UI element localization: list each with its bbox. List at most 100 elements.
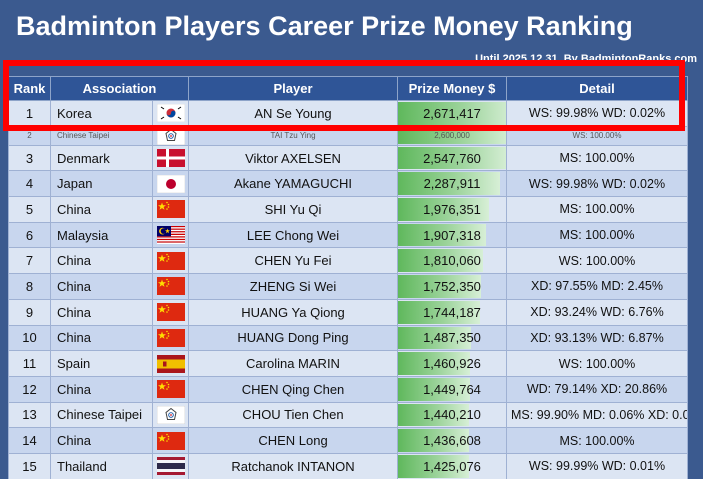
table-row: 12 China CHEN Qing Chen 1,449,764 WD: 79.14%… xyxy=(8,375,688,403)
china-flag-icon xyxy=(152,298,189,326)
detail-cell: WS: 99.98% WD: 0.02% xyxy=(506,170,688,198)
player-cell: AN Se Young xyxy=(188,100,398,127)
player-cell: Viktor AXELSEN xyxy=(188,144,398,172)
rank-cell: 1 xyxy=(8,100,51,127)
rank-cell: 5 xyxy=(8,196,51,223)
player-cell: Carolina MARIN xyxy=(188,350,398,377)
prize-cell: 1,440,210 xyxy=(397,401,507,429)
chart-subtitle: Until 2025.12.31, By BadmintonRanks.com xyxy=(475,53,697,65)
association-cell: Chinese Taipei xyxy=(50,125,153,146)
prize-value: 2,287,911 xyxy=(423,176,481,192)
header-rank: Rank xyxy=(8,76,51,101)
rank-cell: 15 xyxy=(8,452,51,479)
prize-value: 1,752,350 xyxy=(423,278,481,294)
prize-bar xyxy=(398,403,470,427)
association-cell: China xyxy=(50,196,153,223)
prize-bar xyxy=(398,102,506,125)
player-cell: HUANG Ya Qiong xyxy=(188,298,398,326)
detail-cell: MS: 100.00% xyxy=(506,221,688,249)
rank-cell: 13 xyxy=(8,401,51,429)
prize-value: 1,976,351 xyxy=(423,201,481,217)
prize-cell: 1,436,608 xyxy=(397,427,507,454)
detail-cell: XD: 93.13% WD: 6.87% xyxy=(506,324,688,352)
chinese-taipei-flag-icon xyxy=(152,401,189,429)
rank-cell: 11 xyxy=(8,350,51,377)
china-flag-icon xyxy=(152,375,189,403)
association-cell: China xyxy=(50,375,153,403)
player-cell: HUANG Dong Ping xyxy=(188,324,398,352)
prize-bar xyxy=(398,223,487,247)
prize-bar xyxy=(398,377,470,401)
header-prize-money: Prize Money $ xyxy=(397,76,507,101)
prize-value: 2,671,417 xyxy=(423,105,481,121)
association-cell: China xyxy=(50,247,153,275)
prize-cell: 1,460,926 xyxy=(397,350,507,377)
player-cell: TAI Tzu Ying xyxy=(188,125,398,146)
prize-value: 1,449,764 xyxy=(423,381,481,397)
detail-cell: WS: 99.98% WD: 0.02% xyxy=(506,100,688,127)
prize-cell: 1,744,187 xyxy=(397,298,507,326)
prize-value: 1,744,187 xyxy=(423,304,481,320)
rank-cell: 6 xyxy=(8,221,51,249)
japan-flag-icon xyxy=(152,170,189,198)
prize-cell: 2,600,000 xyxy=(397,125,507,146)
table-row: 4 Japan Akane YAMAGUCHI 2,287,911 WS: 99.98%… xyxy=(8,170,688,198)
rank-cell: 3 xyxy=(8,144,51,172)
prize-cell: 1,449,764 xyxy=(397,375,507,403)
detail-cell: WS: 100.00% xyxy=(506,350,688,377)
prize-cell: 1,425,076 xyxy=(397,452,507,479)
association-cell: Thailand xyxy=(50,452,153,479)
prize-bar xyxy=(398,127,506,144)
prize-value: 1,425,076 xyxy=(423,458,481,474)
prize-cell: 2,671,417 xyxy=(397,100,507,127)
table-row: 11 Spain Carolina MARIN 1,460,926 WS: 100.00… xyxy=(8,350,688,377)
prize-cell: 1,907,318 xyxy=(397,221,507,249)
detail-cell: XD: 93.24% WD: 6.76% xyxy=(506,298,688,326)
header-detail: Detail xyxy=(506,76,688,101)
prize-cell: 2,547,760 xyxy=(397,144,507,172)
china-flag-icon xyxy=(152,273,189,300)
table-body: 1 Korea AN Se Young 2,671,417 WS: 99.98% WD:… xyxy=(8,100,688,479)
table-row: 5 China SHI Yu Qi 1,976,351 MS: 100.00% xyxy=(8,196,688,223)
header-player: Player xyxy=(188,76,398,101)
prize-value: 2,600,000 xyxy=(434,131,470,141)
table-row: 3 Denmark Viktor AXELSEN 2,547,760 MS: 100.0… xyxy=(8,144,688,172)
association-cell: Malaysia xyxy=(50,221,153,249)
china-flag-icon xyxy=(152,427,189,454)
rank-cell: 2 xyxy=(8,125,51,146)
rank-cell: 8 xyxy=(8,273,51,300)
table-row: 8 China ZHENG Si Wei 1,752,350 XD: 97.55% MD… xyxy=(8,273,688,300)
prize-bar xyxy=(398,198,489,221)
detail-cell: WS: 100.00% xyxy=(506,247,688,275)
prize-cell: 1,976,351 xyxy=(397,196,507,223)
prize-bar xyxy=(398,429,470,452)
malaysia-flag-icon xyxy=(152,221,189,249)
association-cell: China xyxy=(50,298,153,326)
prize-bar xyxy=(398,326,471,350)
prize-bar xyxy=(398,275,481,298)
table-header-row: Rank Association Player Prize Money $ De… xyxy=(8,76,688,101)
table-row: 1 Korea AN Se Young 2,671,417 WS: 99.98% WD:… xyxy=(8,100,688,127)
prize-bar xyxy=(398,146,506,170)
association-cell: Chinese Taipei xyxy=(50,401,153,429)
rank-cell: 9 xyxy=(8,298,51,326)
association-cell: China xyxy=(50,427,153,454)
detail-cell: MS: 100.00% xyxy=(506,196,688,223)
prize-bar xyxy=(398,454,469,478)
rank-cell: 10 xyxy=(8,324,51,352)
prize-bar xyxy=(398,352,471,375)
prize-value: 1,460,926 xyxy=(423,356,481,372)
prize-cell: 1,810,060 xyxy=(397,247,507,275)
detail-cell: MS: 99.90% MD: 0.06% XD: 0.04% xyxy=(506,401,688,429)
detail-cell: XD: 97.55% MD: 2.45% xyxy=(506,273,688,300)
thailand-flag-icon xyxy=(152,452,189,479)
detail-cell: MS: 100.00% xyxy=(506,427,688,454)
prize-cell: 1,752,350 xyxy=(397,273,507,300)
spain-flag-icon xyxy=(152,350,189,377)
association-cell: Korea xyxy=(50,100,153,127)
table-row: 10 China HUANG Dong Ping 1,487,350 XD: 93.13… xyxy=(8,324,688,352)
chinese-taipei-flag-icon xyxy=(152,125,189,146)
prize-value: 1,810,060 xyxy=(423,253,481,269)
prize-value: 1,907,318 xyxy=(423,227,481,243)
prize-bar xyxy=(398,172,500,196)
